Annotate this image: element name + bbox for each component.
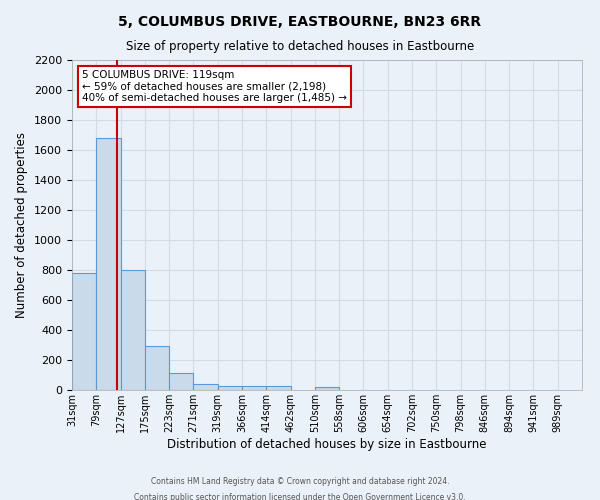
Bar [193, 384, 218, 390]
Text: Contains public sector information licensed under the Open Government Licence v3: Contains public sector information licen… [134, 492, 466, 500]
Bar [169, 373, 193, 390]
Bar [242, 386, 266, 390]
Text: Contains HM Land Registry data © Crown copyright and database right 2024.: Contains HM Land Registry data © Crown c… [151, 478, 449, 486]
Bar [121, 270, 145, 390]
Bar [315, 387, 339, 390]
Bar [218, 386, 242, 390]
X-axis label: Distribution of detached houses by size in Eastbourne: Distribution of detached houses by size … [167, 438, 487, 450]
Bar [266, 386, 290, 390]
Text: 5, COLUMBUS DRIVE, EASTBOURNE, BN23 6RR: 5, COLUMBUS DRIVE, EASTBOURNE, BN23 6RR [118, 15, 482, 29]
Bar [72, 273, 96, 390]
Text: Size of property relative to detached houses in Eastbourne: Size of property relative to detached ho… [126, 40, 474, 53]
Y-axis label: Number of detached properties: Number of detached properties [16, 132, 28, 318]
Bar [96, 138, 121, 390]
Bar [145, 346, 169, 390]
Text: 5 COLUMBUS DRIVE: 119sqm
← 59% of detached houses are smaller (2,198)
40% of sem: 5 COLUMBUS DRIVE: 119sqm ← 59% of detach… [82, 70, 347, 103]
